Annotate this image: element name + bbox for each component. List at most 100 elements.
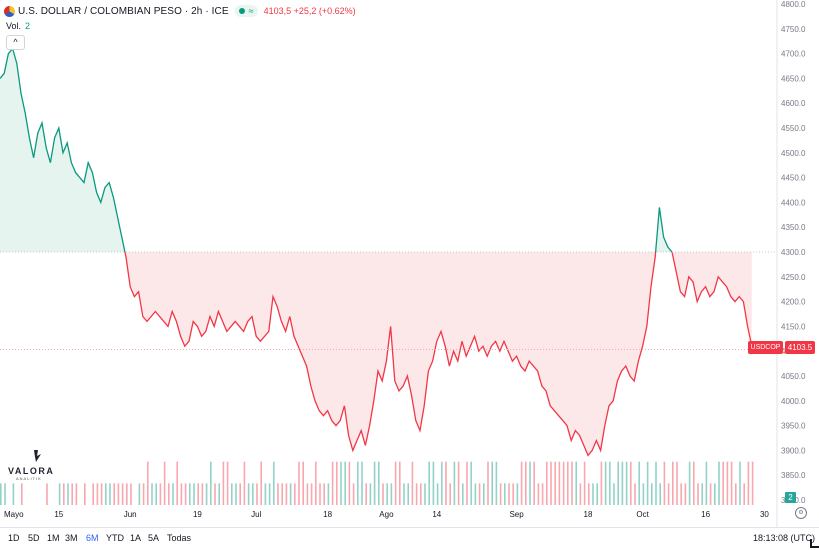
- volume-bar: [75, 483, 78, 505]
- volume-bar: [739, 461, 741, 505]
- y-tick-label: 4650.0: [781, 74, 806, 83]
- volume-bar: [592, 483, 594, 505]
- volume-bar: [142, 483, 145, 505]
- volume-bar: [600, 461, 603, 505]
- volume-bar: [491, 461, 493, 505]
- volume-bar: [336, 461, 338, 505]
- volume-bar: [436, 483, 439, 505]
- volume-bar: [449, 483, 451, 505]
- volume-bar: [382, 483, 384, 505]
- series-line-below: [124, 252, 753, 457]
- volume-bar: [705, 461, 708, 505]
- volume-bar: [617, 461, 619, 505]
- volume-bar: [130, 483, 132, 505]
- volume-legend[interactable]: Vol. 2: [6, 21, 30, 31]
- volume-bar: [378, 461, 380, 505]
- x-tick-label: Ago: [379, 510, 394, 519]
- volume-bar: [361, 461, 363, 505]
- volume-bar: [646, 461, 649, 505]
- volume-bar: [651, 483, 653, 505]
- y-tick-label: 3900.0: [781, 446, 806, 455]
- volume-bar: [655, 461, 657, 505]
- axis-settings-icon[interactable]: ⚙: [795, 507, 807, 519]
- x-tick-label: 14: [432, 510, 441, 519]
- volume-bar: [642, 483, 645, 505]
- volume-bar: [714, 483, 716, 505]
- y-tick-label: 4450.0: [781, 174, 806, 183]
- volume-bar: [403, 483, 405, 505]
- volume-bar: [100, 483, 103, 505]
- range-5d[interactable]: 5D: [28, 533, 40, 543]
- volume-bar: [197, 483, 199, 505]
- y-tick-label: 4800.0: [781, 0, 806, 9]
- volume-bar: [680, 483, 682, 505]
- volume-bar: [331, 461, 334, 505]
- volume-bar: [222, 461, 225, 505]
- x-tick-label: Jul: [251, 510, 261, 519]
- volume-bar: [529, 461, 531, 505]
- y-tick-label: 4250.0: [781, 273, 806, 282]
- volume-bar: [243, 461, 246, 505]
- volume-bar: [693, 461, 695, 505]
- volume-bar: [373, 461, 376, 505]
- volume-bar: [113, 483, 115, 505]
- volume-bar: [701, 483, 703, 505]
- volume-bar: [268, 483, 271, 505]
- volume-bar: [172, 483, 174, 505]
- volume-bar: [369, 483, 372, 505]
- volume-bar: [176, 461, 178, 505]
- volume-bar: [428, 461, 430, 505]
- volume-bar: [453, 461, 456, 505]
- volume-bar: [525, 461, 527, 505]
- y-tick-label: 4400.0: [781, 198, 806, 207]
- volume-bar: [159, 483, 162, 505]
- volume-bar: [390, 483, 393, 505]
- volume-tag: 2: [785, 492, 796, 503]
- volume-bar: [554, 461, 556, 505]
- range-ytd[interactable]: YTD: [106, 533, 124, 543]
- volume-bar: [218, 483, 220, 505]
- y-tick-label: 3850.0: [781, 471, 806, 480]
- volume-bar: [46, 483, 48, 505]
- volume-bar: [147, 461, 149, 505]
- y-tick-label: 4000.0: [781, 397, 806, 406]
- last-price-tag: 4103.5: [785, 341, 815, 354]
- volume-bar: [289, 483, 292, 505]
- volume-bar: [726, 461, 729, 505]
- range-1d[interactable]: 1D: [8, 533, 20, 543]
- volume-bar: [613, 483, 615, 505]
- range-6m[interactable]: 6M: [86, 533, 99, 543]
- range-1m[interactable]: 1M: [47, 533, 60, 543]
- collapse-legend-button[interactable]: ^: [6, 35, 25, 50]
- volume-bar: [583, 461, 586, 505]
- volume-bar: [709, 483, 712, 505]
- range-1a[interactable]: 1A: [130, 533, 142, 543]
- y-tick-label: 4750.0: [781, 25, 806, 34]
- range-3m[interactable]: 3M: [65, 533, 78, 543]
- volume-bar: [205, 483, 208, 505]
- area-fill-above: [0, 48, 752, 252]
- volume-bar: [235, 483, 237, 505]
- volume-bar: [537, 483, 540, 505]
- range-todas[interactable]: Todas: [167, 533, 192, 543]
- volume-bar: [567, 461, 569, 505]
- volume-bar: [420, 483, 422, 505]
- range-5a[interactable]: 5A: [148, 533, 160, 543]
- resize-icon[interactable]: [810, 539, 819, 548]
- symbol-title[interactable]: U.S. DOLLAR / COLOMBIAN PESO · 2h · ICE: [18, 5, 229, 17]
- market-open-dot-icon: [238, 8, 245, 14]
- market-status-badge[interactable]: ≈: [234, 5, 258, 17]
- volume-bar: [71, 483, 73, 505]
- volume-bar: [730, 461, 733, 505]
- volume-bar: [252, 483, 254, 505]
- volume-bar: [365, 483, 367, 505]
- volume-bar: [294, 483, 296, 505]
- volume-bar: [747, 461, 750, 505]
- volume-bar: [344, 461, 346, 505]
- volume-bar: [226, 461, 229, 505]
- volume-bar: [348, 461, 351, 505]
- price-change: 4103,5 +25,2 (+0.62%): [263, 6, 356, 16]
- volume-bar: [285, 483, 288, 505]
- volume-bar: [659, 483, 661, 505]
